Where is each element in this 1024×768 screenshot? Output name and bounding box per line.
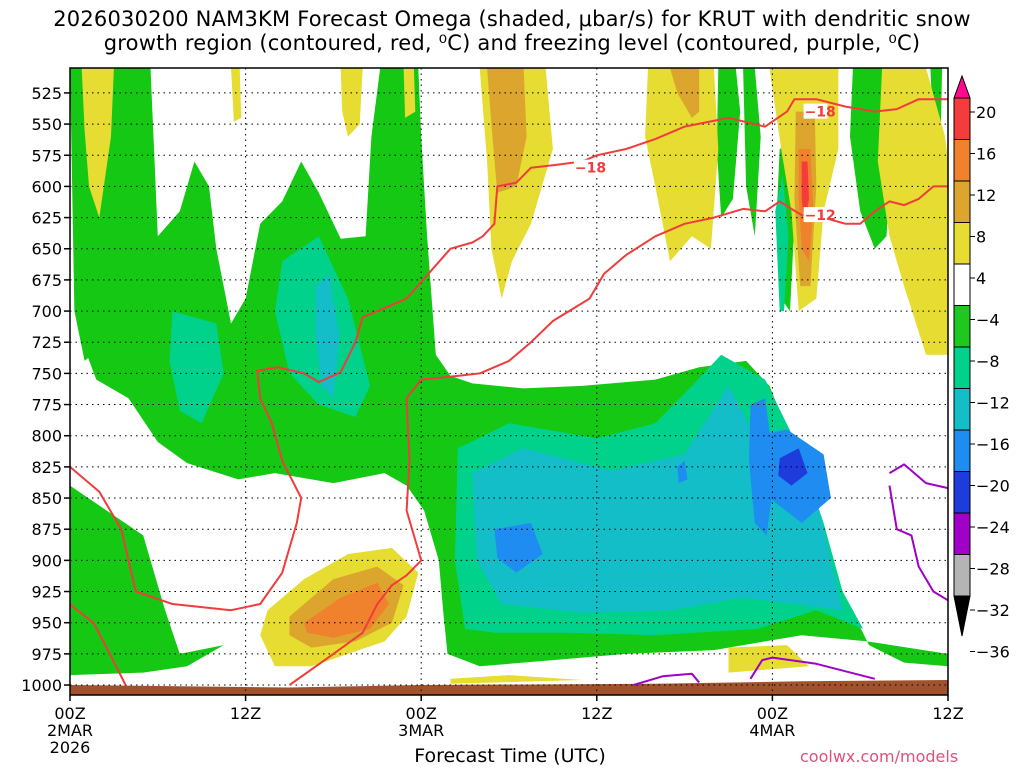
x-tick-year-0: 2026 (50, 738, 91, 757)
colorbar-label-11: −28 (976, 560, 1010, 579)
freezing-level-c (888, 463, 949, 490)
colorbar-box-5 (953, 263, 971, 306)
y-tick-label-7: 700 (31, 302, 62, 321)
y-tick-label-16: 925 (31, 583, 62, 602)
omega-yellow-streak-11 (231, 68, 242, 122)
colorbar-bottom-arrow (953, 595, 971, 637)
omega-cyan-core (315, 273, 340, 399)
freezing-level-d (888, 485, 949, 602)
y-tick-label-5: 650 (31, 240, 62, 259)
contour-label-2: −12 (805, 208, 836, 224)
y-tick-label-19: 1000 (21, 676, 62, 695)
omega-yellow-upper-far-right (877, 68, 948, 355)
chart-title-line2: growth region (contoured, red, ⁰C) and f… (103, 31, 921, 55)
freezing-level-b (749, 656, 876, 680)
ground-terrain (70, 680, 948, 695)
omega-green-strand-44 (716, 68, 741, 218)
omega-yellow-streak-19 (340, 68, 363, 137)
omega-teal-left (169, 311, 224, 424)
x-tick-label-4: 00Z (757, 704, 788, 723)
y-tick-label-4: 625 (31, 209, 62, 228)
freezing-level-a (633, 672, 700, 686)
colorbar-box-4 (953, 222, 971, 265)
colorbar-label-0: 20 (976, 103, 996, 122)
omega-darkblue-core (778, 448, 808, 486)
chart-title-line1: 2026030200 NAM3KM Forecast Omega (shaded… (53, 7, 971, 31)
omega-yellow-streak-23 (403, 68, 416, 118)
omega-blue-speck (677, 460, 688, 484)
colorbar-label-7: −12 (976, 394, 1010, 413)
y-tick-label-13: 850 (31, 489, 62, 508)
colorbar-label-9: −20 (976, 477, 1010, 496)
colorbar-label-6: −8 (976, 352, 1000, 371)
colorbar-box-3 (953, 180, 971, 223)
x-tick-date-0: 2MAR (47, 721, 93, 740)
colorbar-label-8: −16 (976, 435, 1010, 454)
colorbar-label-1: 16 (976, 145, 996, 164)
contour-label-bg-0 (573, 159, 598, 175)
colorbar-label-12: −32 (976, 601, 1010, 620)
dgz-contour-minus12-left (69, 603, 127, 686)
colorbar-box-2 (953, 139, 971, 182)
omega-green-strand-46 (743, 68, 761, 237)
omega-gold-upper (487, 68, 527, 193)
y-tick-label-6: 675 (31, 271, 62, 290)
omega-yellow-sliver (450, 675, 583, 684)
dgz-contour-minus12 (288, 185, 948, 686)
contour-label-0: −18 (575, 161, 606, 177)
x-tick-label-5: 12Z (932, 704, 963, 723)
dgz-contour-minus18 (69, 98, 948, 612)
omega-blue-center (494, 523, 543, 573)
y-tick-label-18: 975 (31, 645, 62, 664)
colorbar-box-11 (953, 512, 971, 555)
y-tick-label-15: 900 (31, 551, 62, 570)
plot-frame (69, 67, 949, 696)
y-tick-label-3: 600 (31, 177, 62, 196)
x-tick-label-0: 00Z (54, 704, 85, 723)
colorbar-label-5: −4 (976, 311, 1000, 330)
contour-label-bg-2 (803, 207, 828, 223)
credit-text: coolwx.com/models (800, 747, 959, 766)
y-tick-label-11: 800 (31, 427, 62, 446)
y-tick-label-14: 875 (31, 520, 62, 539)
y-tick-label-0: 525 (31, 84, 62, 103)
x-tick-label-2: 00Z (406, 704, 437, 723)
x-tick-label-1: 12Z (230, 704, 261, 723)
x-tick-date-4: 4MAR (749, 721, 795, 740)
omega-blue-strand (749, 398, 776, 536)
x-axis-label: Forecast Time (UTC) (414, 745, 606, 767)
colorbar-box-8 (953, 388, 971, 431)
y-tick-label-17: 950 (31, 614, 62, 633)
colorbar-box-1 (953, 97, 971, 140)
colorbar-label-4: 4 (976, 269, 986, 288)
contour-label-1: −18 (805, 105, 836, 121)
y-tick-label-12: 825 (31, 458, 62, 477)
omega-yellow-upper-left (81, 68, 114, 218)
y-tick-label-8: 725 (31, 333, 62, 352)
colorbar-box-7 (953, 346, 971, 389)
colorbar-label-13: −36 (976, 643, 1010, 662)
x-tick-date-2: 3MAR (398, 721, 444, 740)
colorbar-box-9 (953, 429, 971, 472)
y-tick-label-10: 775 (31, 396, 62, 415)
colorbar-top-arrow (953, 74, 971, 99)
omega-yellow-upper-right (645, 68, 719, 262)
contour-label-bg-1 (803, 103, 828, 119)
x-tick-label-3: 12Z (581, 704, 612, 723)
omega-teal-strand (775, 174, 789, 312)
colorbar-label-10: −24 (976, 518, 1010, 537)
colorbar-box-10 (953, 471, 971, 514)
y-tick-label-2: 575 (31, 146, 62, 165)
omega-gold-upper-right (670, 68, 700, 118)
colorbar-box-6 (953, 305, 971, 348)
colorbar-box-12 (953, 554, 971, 597)
colorbar-label-3: 8 (976, 228, 986, 247)
omega-green-lower-left (70, 485, 224, 676)
y-tick-label-9: 750 (31, 364, 62, 383)
y-tick-label-1: 550 (31, 115, 62, 134)
colorbar-label-2: 12 (976, 186, 996, 205)
